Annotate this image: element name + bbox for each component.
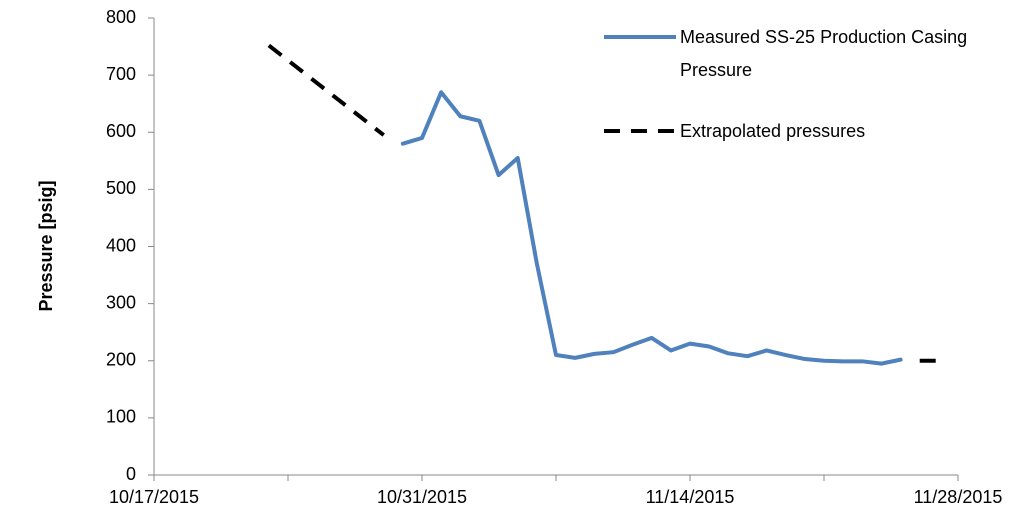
series-line [267, 43, 939, 363]
y-tick-label: 300 [106, 292, 136, 312]
y-tick-label: 700 [106, 64, 136, 84]
legend-label: Measured SS-25 Production Casing Pressur… [680, 27, 968, 80]
series-line [400, 90, 903, 366]
x-tick-label: 11/14/2015 [646, 487, 735, 507]
y-tick-label: 800 [106, 7, 136, 27]
y-tick-label: 200 [106, 350, 136, 370]
y-tick-label: 0 [126, 464, 136, 484]
x-tick-label: 11/28/2015 [914, 487, 1003, 507]
y-tick-label: 500 [106, 178, 136, 198]
x-tick-label: 10/31/2015 [377, 487, 467, 507]
y-tick-label: 400 [106, 235, 136, 255]
legend-label: Extrapolated pressures [680, 121, 866, 141]
x-tick-label: 10/17/2015 [109, 487, 199, 507]
y-tick-label: 600 [106, 121, 136, 141]
y-tick-label: 100 [106, 407, 136, 427]
y-axis-label: Pressure [psig] [36, 180, 56, 311]
